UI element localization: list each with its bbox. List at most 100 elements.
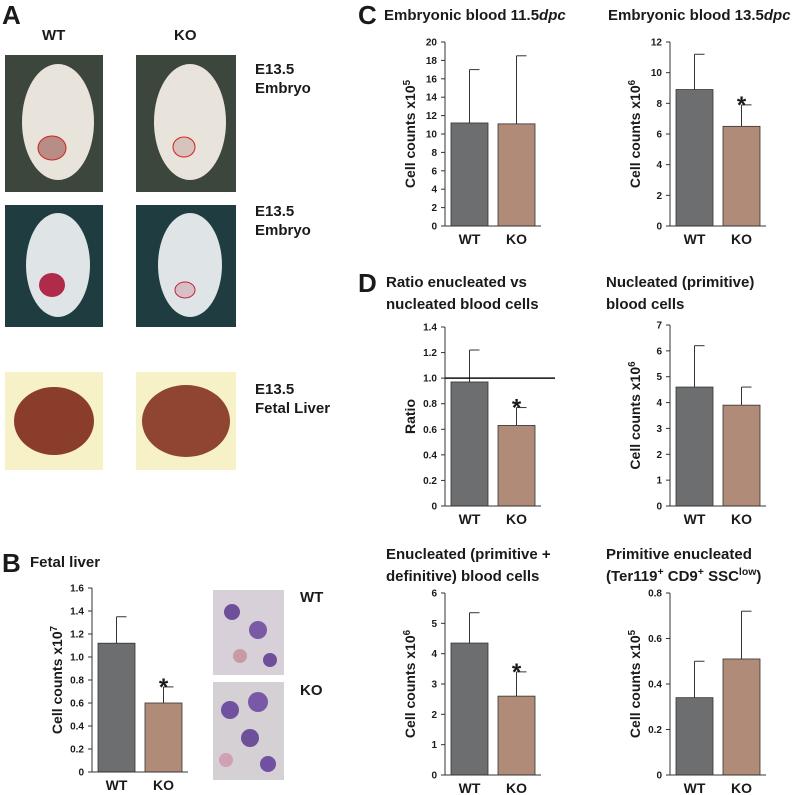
x-tick-label: KO <box>506 511 527 527</box>
y-tick-label: 0.2 <box>423 476 437 487</box>
chart-title: (Ter119+ CD9+ SSClow) <box>606 566 761 585</box>
embryo <box>26 213 90 317</box>
y-tick-label: 7 <box>656 321 662 332</box>
x-tick-label: KO <box>506 780 527 795</box>
text-segment: Embryonic blood 11.5 <box>384 7 539 24</box>
micrograph-label: KO <box>300 682 323 699</box>
bar <box>722 658 761 776</box>
text-segment: definitive) blood cells <box>386 568 539 585</box>
x-tick-label: KO <box>731 231 752 247</box>
significance-mark: * <box>512 659 522 686</box>
y-axis-label: Cell counts x106 <box>627 79 644 188</box>
y-tick-label: 1.2 <box>70 630 84 641</box>
error-bar <box>469 69 480 123</box>
error-bar <box>469 349 480 382</box>
y-tick-label: 1.2 <box>423 348 437 359</box>
significance-mark: * <box>512 395 522 422</box>
bar <box>722 404 761 507</box>
y-tick-label: 2 <box>656 450 662 461</box>
x-tick-label: WT <box>684 780 706 795</box>
y-tick-label: 0.2 <box>70 745 84 756</box>
liver-outline <box>37 135 67 161</box>
y-tick-label: 6 <box>431 166 437 177</box>
chart-title: Embryonic blood 13.5dpc <box>608 7 791 24</box>
cell <box>260 756 276 772</box>
cell <box>221 701 239 719</box>
chart-title: Ratio enucleated vs <box>386 274 527 291</box>
error-bar <box>741 386 752 406</box>
y-axis-label: Cell counts x106 <box>627 361 644 470</box>
text-segment: Cell counts x10 <box>627 85 643 188</box>
y-tick-label: 0 <box>431 502 437 513</box>
error-bar <box>741 104 752 127</box>
cell <box>233 649 247 663</box>
row-label: Embryo <box>255 222 311 239</box>
y-tick-label: 1.4 <box>70 607 84 618</box>
y-tick-label: 0 <box>656 222 662 233</box>
photos <box>5 55 284 780</box>
y-tick-label: 1.0 <box>70 653 84 664</box>
x-tick-label: WT <box>106 777 128 793</box>
text-segment: 5 <box>402 79 413 85</box>
x-tick-label: WT <box>459 511 481 527</box>
y-tick-label: 0 <box>431 222 437 233</box>
y-tick-label: 0 <box>656 771 662 782</box>
text-segment: (Ter119 <box>606 568 657 585</box>
bar <box>450 381 489 507</box>
text-segment: Ratio enucleated vs <box>386 274 527 291</box>
error-bar <box>741 610 752 659</box>
y-tick-label: 3 <box>656 424 662 435</box>
liver <box>39 273 65 297</box>
panel-letter: A <box>2 0 21 30</box>
error-bar <box>163 686 174 703</box>
bar <box>497 425 536 507</box>
bar <box>97 642 136 773</box>
y-tick-label: 0 <box>431 771 437 782</box>
y-tick-label: 12 <box>426 111 438 122</box>
y-tick-label: 2 <box>431 710 437 721</box>
text-segment: Cell counts x10 <box>627 367 643 470</box>
liver <box>14 387 94 455</box>
bar <box>450 122 489 227</box>
bar <box>675 386 714 507</box>
liver-outline <box>174 281 196 299</box>
text-segment: 6 <box>402 629 413 635</box>
row-label: E13.5 <box>255 203 294 220</box>
y-axis-label: Cell counts x105 <box>402 79 419 188</box>
text-segment: 7 <box>49 625 60 631</box>
bar <box>497 123 536 227</box>
chart-title: Fetal liver <box>30 554 100 571</box>
cell <box>241 729 259 747</box>
y-tick-label: 14 <box>426 93 438 104</box>
y-tick-label: 1.0 <box>423 374 437 385</box>
bar <box>675 697 714 776</box>
y-axis-label: Cell counts x107 <box>49 625 66 734</box>
y-tick-label: 1 <box>656 476 662 487</box>
row-label: E13.5 <box>255 381 294 398</box>
column-label: KO <box>174 27 197 44</box>
y-tick-label: 5 <box>431 619 437 630</box>
y-tick-label: 10 <box>651 68 663 79</box>
y-tick-label: 4 <box>656 398 662 409</box>
y-tick-label: 6 <box>656 346 662 357</box>
y-tick-label: 1 <box>431 740 437 751</box>
chart-title: definitive) blood cells <box>386 568 539 585</box>
panel-letter: C <box>358 0 377 30</box>
y-tick-label: 3 <box>431 680 437 691</box>
micrograph-label: WT <box>300 589 323 606</box>
y-tick-label: 0 <box>656 502 662 513</box>
y-tick-label: 8 <box>431 148 437 159</box>
text-segment: Cell counts x10 <box>49 631 65 734</box>
error-bar <box>694 660 705 698</box>
panel-letter: B <box>2 548 21 578</box>
error-bar <box>694 345 705 388</box>
text-segment: nucleated blood cells <box>386 296 539 313</box>
error-bar <box>516 671 527 697</box>
y-tick-label: 0.6 <box>70 699 84 710</box>
y-tick-label: 20 <box>426 38 438 49</box>
text-segment: Primitive enucleated <box>606 546 752 563</box>
chart-title: blood cells <box>606 296 684 313</box>
text-segment: 6 <box>627 361 638 367</box>
y-tick-label: 18 <box>426 56 438 67</box>
y-tick-label: 0.4 <box>70 722 84 733</box>
